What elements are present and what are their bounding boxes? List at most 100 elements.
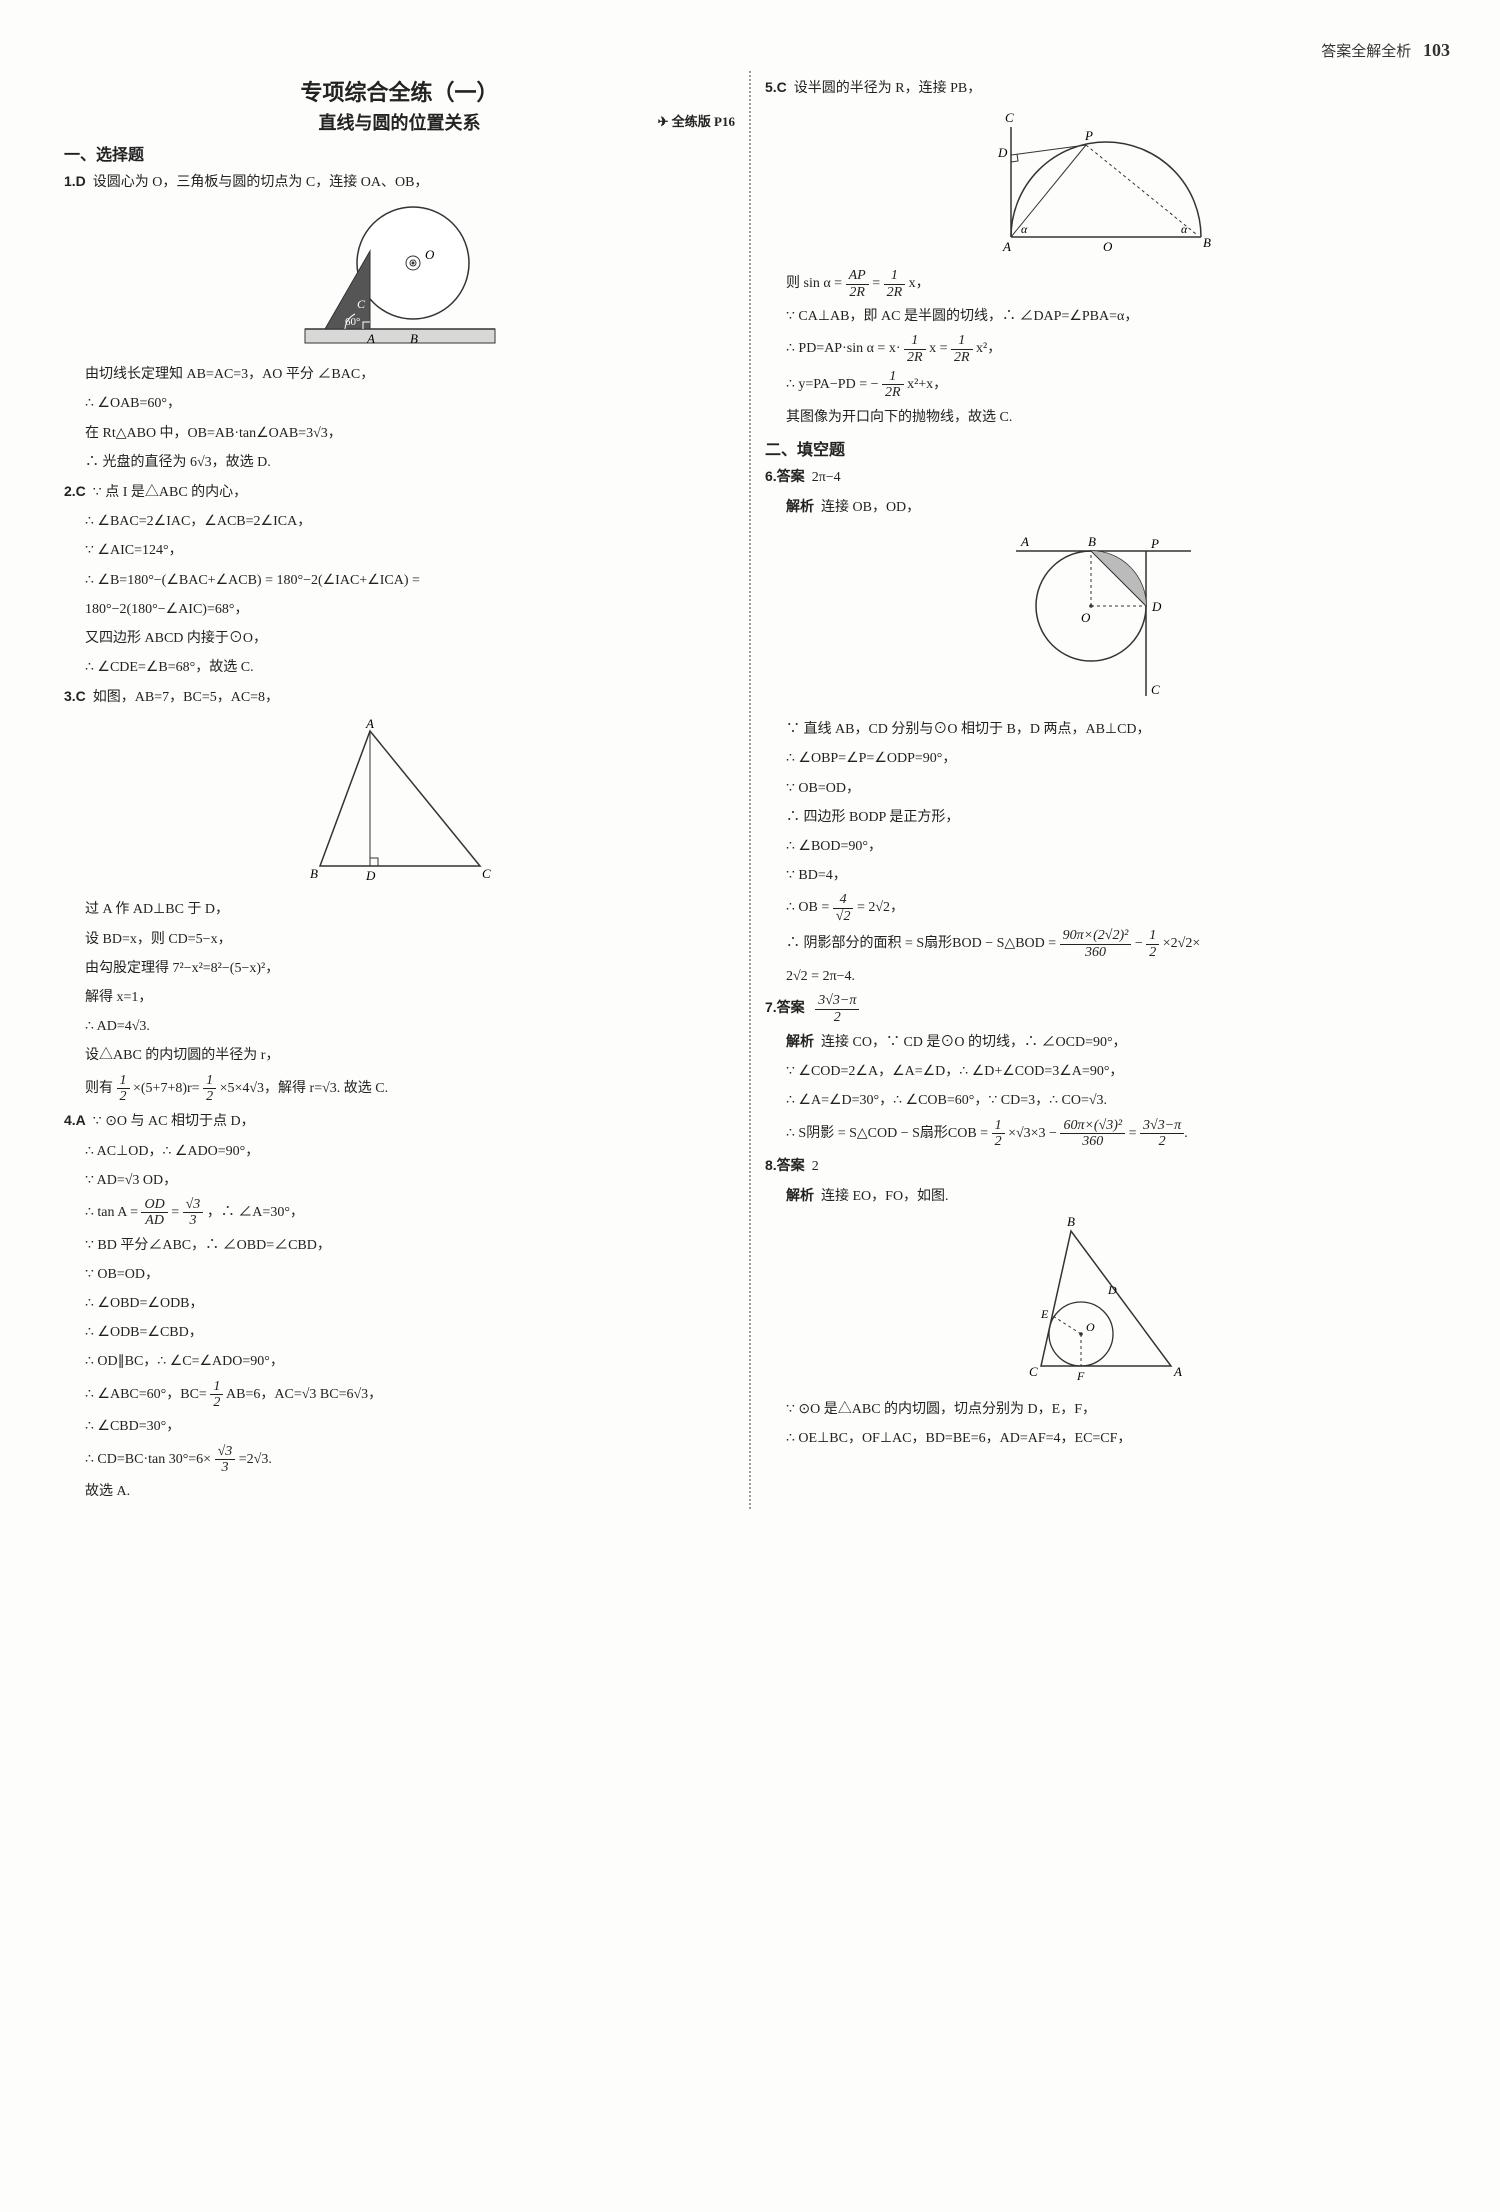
q1-l2: ∴ ∠OAB=60°， — [64, 391, 735, 416]
reference-tag: ✈ 全练版 P16 — [658, 111, 735, 130]
q5-l4: ∴ PD=AP·sin α = x· 12R x = 12R x²， — [765, 333, 1436, 365]
header-label: 答案全解全析 — [1321, 44, 1411, 60]
q4-l2: ∴ AC⊥OD，∴ ∠ADO=90°， — [64, 1139, 735, 1164]
q4-num: 4.A — [64, 1112, 86, 1128]
svg-text:A: A — [1020, 534, 1029, 549]
q2-l6: 又四边形 ABCD 内接于⊙O， — [64, 626, 735, 651]
q8-figure: B C A O E F D — [765, 1216, 1436, 1391]
svg-text:O: O — [1081, 610, 1091, 625]
q6-l9: ∴ 阴影部分的面积 = S扇形BOD − S△BOD = 90π×(2√2)²3… — [765, 928, 1436, 960]
svg-text:O: O — [425, 247, 435, 262]
q6-ans: 2π−4 — [812, 470, 841, 485]
subtitle-text: 直线与圆的位置关系 — [319, 113, 481, 133]
svg-text:A: A — [1173, 1364, 1182, 1379]
svg-text:O: O — [1103, 239, 1113, 254]
q7-head: 7.答案 — [765, 999, 805, 1015]
q6-hx: 解析 — [786, 498, 814, 514]
q7-ans: 3√3−π2 — [815, 993, 859, 1025]
q7-hx: 解析 — [786, 1033, 814, 1049]
q4-l9: ∴ OD∥BC，∴ ∠C=∠ADO=90°， — [64, 1349, 735, 1374]
svg-text:B: B — [1067, 1216, 1075, 1229]
q6-l4: ∵ OB=OD， — [765, 776, 1436, 801]
q6-l3: ∴ ∠OBP=∠P=∠ODP=90°， — [765, 746, 1436, 771]
svg-text:B: B — [310, 866, 318, 881]
page-subtitle: 直线与圆的位置关系 ✈ 全练版 P16 — [64, 109, 735, 135]
svg-text:C: C — [1151, 682, 1160, 697]
svg-text:P: P — [1084, 128, 1093, 143]
q5-figure: C D P A O B α α — [765, 107, 1436, 262]
q4-l1: ∵ ⊙O 与 AC 相切于点 D， — [93, 1114, 255, 1129]
q6-figure: A B P D C O — [765, 526, 1436, 711]
q4-l6: ∵ OB=OD， — [64, 1262, 735, 1287]
q8-l1: 连接 EO，FO，如图. — [821, 1189, 949, 1204]
q7-l1: 连接 CO，∵ CD 是⊙O 的切线，∴ ∠OCD=90°， — [821, 1035, 1127, 1050]
q5-l6: 其图像为开口向下的抛物线，故选 C. — [765, 405, 1436, 430]
svg-text:A: A — [1002, 239, 1011, 254]
q4-l10: ∴ ∠ABC=60°，BC= 12 AB=6，AC=√3 BC=6√3， — [64, 1379, 735, 1411]
q3-l2: 过 A 作 AD⊥BC 于 D， — [64, 897, 735, 922]
q2-l3: ∵ ∠AIC=124°， — [64, 538, 735, 563]
q1-l4: ∴ 光盘的直径为 6√3，故选 D. — [64, 450, 735, 475]
svg-text:B: B — [1088, 534, 1096, 549]
q8-l2: ∵ ⊙O 是△ABC 的内切圆，切点分别为 D，E，F， — [765, 1397, 1436, 1422]
right-column: 5.C 设半圆的半径为 R，连接 PB， C D P A O B α α — [751, 71, 1450, 1509]
question-4: 4.A ∵ ⊙O 与 AC 相切于点 D， ∴ AC⊥OD，∴ ∠ADO=90°… — [64, 1108, 735, 1504]
q3-num: 3.C — [64, 688, 86, 704]
q4-l8: ∴ ∠ODB=∠CBD， — [64, 1320, 735, 1345]
svg-text:D: D — [365, 868, 376, 883]
q1-l3: 在 Rt△ABO 中，OB=AB·tan∠OAB=3√3， — [64, 421, 735, 446]
question-1: 1.D 设圆心为 O，三角板与圆的切点为 C，连接 OA、OB， O 60° C… — [64, 169, 735, 475]
q4-l13: 故选 A. — [64, 1479, 735, 1504]
section-1-head: 一、选择题 — [64, 141, 735, 165]
q2-l1: ∵ 点 I 是△ABC 的内心， — [93, 485, 247, 500]
question-6: 6.答案 2π−4 解析 连接 OB，OD， A B P D C O ∵ 直线 … — [765, 464, 1436, 989]
q5-l5: ∴ y=PA−PD = − 12R x²+x， — [765, 369, 1436, 401]
q1-figure: O 60° C A B — [64, 201, 735, 356]
svg-text:C: C — [482, 866, 491, 881]
svg-text:B: B — [1203, 235, 1211, 250]
question-7: 7.答案 3√3−π2 解析 连接 CO，∵ CD 是⊙O 的切线，∴ ∠OCD… — [765, 993, 1436, 1149]
q6-head: 6.答案 — [765, 468, 805, 484]
svg-text:C: C — [357, 297, 366, 311]
q4-l5: ∵ BD 平分∠ABC，∴ ∠OBD=∠CBD， — [64, 1233, 735, 1258]
q8-head: 8.答案 — [765, 1157, 805, 1173]
q8-hx: 解析 — [786, 1187, 814, 1203]
q8-ans: 2 — [812, 1159, 819, 1174]
q7-l3: ∴ ∠A=∠D=30°，∴ ∠COB=60°，∵ CD=3，∴ CO=√3. — [765, 1088, 1436, 1113]
q3-l5: 解得 x=1， — [64, 985, 735, 1010]
q6-l1: 连接 OB，OD， — [821, 500, 920, 515]
q4-l11: ∴ ∠CBD=30°， — [64, 1414, 735, 1439]
q6-l8: ∴ OB = 4√2 = 2√2， — [765, 892, 1436, 924]
svg-text:E: E — [1040, 1307, 1049, 1321]
question-2: 2.C ∵ 点 I 是△ABC 的内心， ∴ ∠BAC=2∠IAC，∠ACB=2… — [64, 479, 735, 680]
svg-text:C: C — [1029, 1364, 1038, 1379]
svg-text:B: B — [410, 331, 418, 346]
q1-num: 1.D — [64, 173, 86, 189]
q6-l7: ∵ BD=4， — [765, 863, 1436, 888]
svg-text:D: D — [1151, 599, 1162, 614]
q2-l7: ∴ ∠CDE=∠B=68°，故选 C. — [64, 655, 735, 680]
q2-l4: ∴ ∠B=180°−(∠BAC+∠ACB) = 180°−2(∠IAC+∠ICA… — [64, 568, 735, 593]
svg-text:60°: 60° — [345, 316, 360, 328]
q3-l7: 设△ABC 的内切圆的半径为 r， — [64, 1043, 735, 1068]
q3-l4: 由勾股定理得 7²−x²=8²−(5−x)²， — [64, 956, 735, 981]
q2-num: 2.C — [64, 483, 86, 499]
q4-l4: ∴ tan A = ODAD = √33 ，∴ ∠A=30°， — [64, 1197, 735, 1229]
q3-figure: A B C D — [64, 716, 735, 891]
q4-l3: ∵ AD=√3 OD， — [64, 1168, 735, 1193]
q3-l3: 设 BD=x，则 CD=5−x， — [64, 927, 735, 952]
q5-num: 5.C — [765, 79, 787, 95]
page-header: 答案全解全析 103 — [50, 40, 1450, 61]
q8-l3: ∴ OE⊥BC，OF⊥AC，BD=BE=6，AD=AF=4，EC=CF， — [765, 1426, 1436, 1451]
q3-l1: 如图，AB=7，BC=5，AC=8， — [93, 690, 279, 705]
question-5: 5.C 设半圆的半径为 R，连接 PB， C D P A O B α α — [765, 75, 1436, 430]
q5-l3: ∵ CA⊥AB，即 AC 是半圆的切线，∴ ∠DAP=∠PBA=α， — [765, 304, 1436, 329]
svg-text:F: F — [1076, 1369, 1085, 1383]
svg-text:α: α — [1021, 222, 1028, 236]
svg-text:D: D — [997, 145, 1008, 160]
q1-l1: 由切线长定理知 AB=AC=3，AO 平分 ∠BAC， — [64, 362, 735, 387]
q6-l10: 2√2 = 2π−4. — [765, 964, 1436, 989]
svg-text:A: A — [366, 331, 375, 346]
q6-l6: ∴ ∠BOD=90°， — [765, 834, 1436, 859]
svg-text:P: P — [1150, 536, 1159, 551]
